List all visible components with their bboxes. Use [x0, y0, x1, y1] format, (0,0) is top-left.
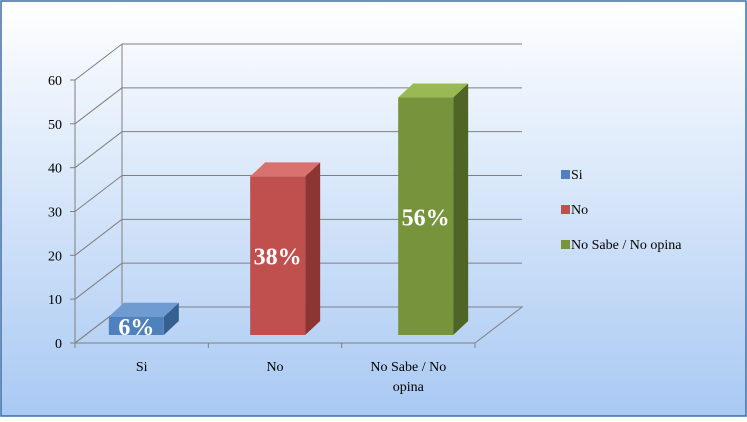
legend-swatch [561, 205, 570, 214]
legend-label: Si [571, 168, 583, 183]
bar-no [250, 162, 321, 335]
gridline-side [74, 43, 123, 81]
bar-top [398, 83, 469, 98]
bars [108, 83, 469, 336]
y-tick-label: 10 [48, 293, 62, 308]
x-tick-label: No Sabe / No opina [370, 360, 446, 395]
y-tick-label: 20 [48, 249, 62, 264]
legend-item: Si [561, 168, 583, 183]
bar-si [108, 302, 179, 335]
bar-top [108, 302, 179, 317]
gridline-side [74, 87, 123, 125]
bar-no-sabe-no-opina [398, 83, 469, 336]
gridline-side [74, 131, 123, 169]
y-tick-label: 60 [48, 74, 62, 89]
bar-front [250, 176, 306, 335]
x-tick-label: Si [136, 360, 148, 375]
legend: Si No No Sabe / No opina [561, 168, 682, 253]
data-labels: 6% 38% 56% [118, 205, 449, 341]
bar-front [108, 316, 164, 335]
x-axis: Si No No Sabe / No opina [74, 343, 476, 395]
bar-side [163, 302, 179, 335]
bar-side [453, 83, 469, 336]
data-label: 38% [254, 245, 302, 271]
legend-swatch [561, 240, 570, 249]
bar-side [305, 162, 321, 335]
legend-swatch [561, 170, 570, 179]
y-tick-label: 0 [55, 337, 62, 352]
y-tick-label: 40 [48, 162, 62, 177]
legend-item: No Sabe / No opina [561, 238, 682, 253]
y-tick-label: 50 [48, 118, 62, 133]
legend-item: No [561, 203, 588, 218]
gridline-side [74, 175, 123, 212]
y-tick-label: 30 [48, 206, 62, 221]
bar-front [398, 97, 454, 336]
bar-top [250, 162, 321, 177]
gridline-side [74, 218, 123, 256]
legend-label: No Sabe / No opina [571, 238, 682, 253]
data-label: 56% [402, 205, 450, 231]
x-tick-label: No [266, 360, 283, 375]
y-axis: 0 10 20 30 40 50 60 [48, 74, 76, 352]
gridline-side [74, 262, 123, 300]
legend-label: No [571, 203, 588, 218]
data-label: 6% [118, 315, 154, 341]
